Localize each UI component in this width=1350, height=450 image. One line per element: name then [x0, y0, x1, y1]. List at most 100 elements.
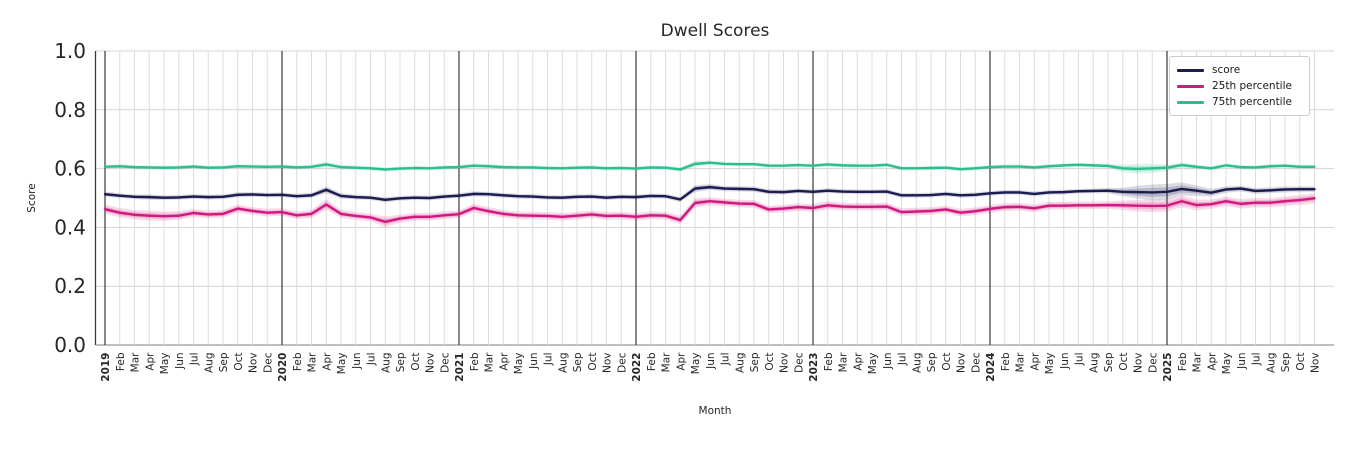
x-tick-label-month: Feb [1177, 352, 1189, 371]
x-tick-label-year: 2020 [277, 353, 289, 382]
x-tick-label-month: Aug [1265, 353, 1277, 374]
x-tick-label-month: Oct [764, 353, 776, 371]
x-tick-label-month: Dec [439, 352, 451, 373]
x-axis-label: Month [698, 405, 732, 417]
x-tick-label-month: Apr [498, 352, 510, 371]
x-tick-label-month: Oct [1118, 353, 1130, 371]
legend: score 25th percentile 75th percentile [1169, 56, 1310, 116]
x-tick-label-month: Jun [705, 353, 717, 370]
y-tick-label: 0.6 [54, 157, 86, 181]
x-tick-label-month: Feb [646, 352, 658, 371]
x-tick-label-month: May [159, 353, 171, 375]
x-tick-label-month: Apr [1206, 352, 1218, 371]
x-tick-label-year: 2025 [1162, 353, 1174, 382]
x-tick-label-month: Oct [410, 353, 422, 371]
x-tick-label-month: Mar [661, 352, 673, 372]
x-tick-label-month: Jul [1251, 353, 1263, 367]
x-tick-label-month: Sep [572, 352, 584, 372]
series-line-75th-percentile [103, 161, 1316, 171]
x-tick-label-month: Mar [130, 352, 142, 372]
p25-line-swatch [1177, 84, 1204, 88]
x-tick-label-month: Nov [602, 353, 614, 374]
x-tick-label-month: Sep [395, 352, 407, 372]
x-tick-label-month: Feb [823, 352, 835, 371]
x-tick-label-month: Jul [189, 353, 201, 367]
y-axis-label: Score [26, 183, 38, 213]
x-tick-label-month: Jun [882, 353, 894, 370]
x-tick-label-month: Nov [1133, 353, 1145, 374]
y-tick-label: 0.0 [54, 333, 86, 357]
x-tick-label-month: Dec [616, 352, 628, 373]
x-tick-label-month: Apr [1029, 352, 1041, 371]
legend-item-75th-percentile: 75th percentile [1177, 94, 1301, 110]
x-tick-label-month: May [336, 353, 348, 375]
x-tick-label-year: 2024 [985, 353, 997, 382]
p75-line-swatch [1177, 100, 1204, 104]
x-tick-label-month: Mar [838, 352, 850, 372]
x-tick-label-month: Apr [321, 352, 333, 371]
series-line-25th-percentile [103, 197, 1316, 224]
score-line-swatch [1177, 68, 1204, 72]
x-tick-label-month: Mar [307, 352, 319, 372]
x-tick-label-month: Aug [734, 353, 746, 374]
x-tick-label-month: Sep [1103, 352, 1115, 372]
x-tick-label-month: Jun [1059, 353, 1071, 370]
x-tick-label-month: Jul [897, 353, 909, 367]
y-tick-label: 0.2 [54, 274, 86, 298]
x-tick-label-month: Oct [587, 353, 599, 371]
legend-label-score: score [1212, 63, 1241, 76]
y-tick-label: 0.4 [54, 215, 86, 239]
legend-item-score: score [1177, 62, 1301, 78]
x-tick-label-month: Nov [779, 353, 791, 374]
x-tick-label-year: 2022 [631, 353, 643, 382]
x-tick-label-year: 2019 [100, 353, 112, 382]
x-tick-label-month: Sep [1280, 352, 1292, 372]
x-tick-label-month: Jul [1074, 353, 1086, 367]
x-tick-label-month: May [1044, 353, 1056, 375]
x-tick-label-month: Jun [1236, 353, 1248, 370]
x-tick-label-month: May [867, 353, 879, 375]
x-tick-label-month: Jun [528, 353, 540, 370]
x-tick-label-month: Feb [115, 352, 127, 371]
x-tick-label-month: Nov [248, 353, 260, 374]
x-tick-label-month: Mar [1015, 352, 1027, 372]
x-tick-label-month: Feb [1000, 352, 1012, 371]
y-tick-label: 0.8 [54, 98, 86, 122]
x-tick-label-month: Nov [425, 353, 437, 374]
x-tick-label-month: Jul [543, 353, 555, 367]
x-tick-label-month: Apr [144, 352, 156, 371]
x-tick-label-month: Oct [1295, 353, 1307, 371]
x-tick-label-month: May [1221, 353, 1233, 375]
x-tick-label-month: Sep [218, 352, 230, 372]
x-tick-label-month: Dec [262, 352, 274, 373]
x-tick-label-month: Dec [970, 352, 982, 373]
x-tick-label-year: 2023 [808, 353, 820, 382]
x-tick-label-month: Aug [557, 353, 569, 374]
x-tick-label-month: Mar [1192, 352, 1204, 372]
x-tick-label-month: Feb [469, 352, 481, 371]
legend-label-75th-percentile: 75th percentile [1212, 95, 1292, 108]
x-tick-label-month: Sep [926, 352, 938, 372]
legend-label-25th-percentile: 25th percentile [1212, 79, 1292, 92]
x-tick-label-month: May [513, 353, 525, 375]
series-line-score [103, 185, 1316, 201]
x-tick-label-month: Feb [292, 352, 304, 371]
x-tick-label-month: Apr [675, 352, 687, 371]
x-tick-label-month: Jun [351, 353, 363, 370]
x-tick-label-year: 2021 [454, 353, 466, 382]
x-tick-label-month: Nov [1310, 353, 1322, 374]
x-tick-label-month: Aug [1088, 353, 1100, 374]
x-tick-label-month: Jun [174, 353, 186, 370]
x-tick-label-month: Dec [793, 352, 805, 373]
x-tick-label-month: Oct [941, 353, 953, 371]
y-tick-label: 1.0 [54, 39, 86, 63]
x-tick-label-month: Sep [749, 352, 761, 372]
x-tick-label-month: Aug [380, 353, 392, 374]
x-tick-label-month: Jul [366, 353, 378, 367]
x-tick-label-month: Aug [203, 353, 215, 374]
legend-item-25th-percentile: 25th percentile [1177, 78, 1301, 94]
chart-title: Dwell Scores [660, 21, 770, 41]
x-tick-label-month: Oct [233, 353, 245, 371]
